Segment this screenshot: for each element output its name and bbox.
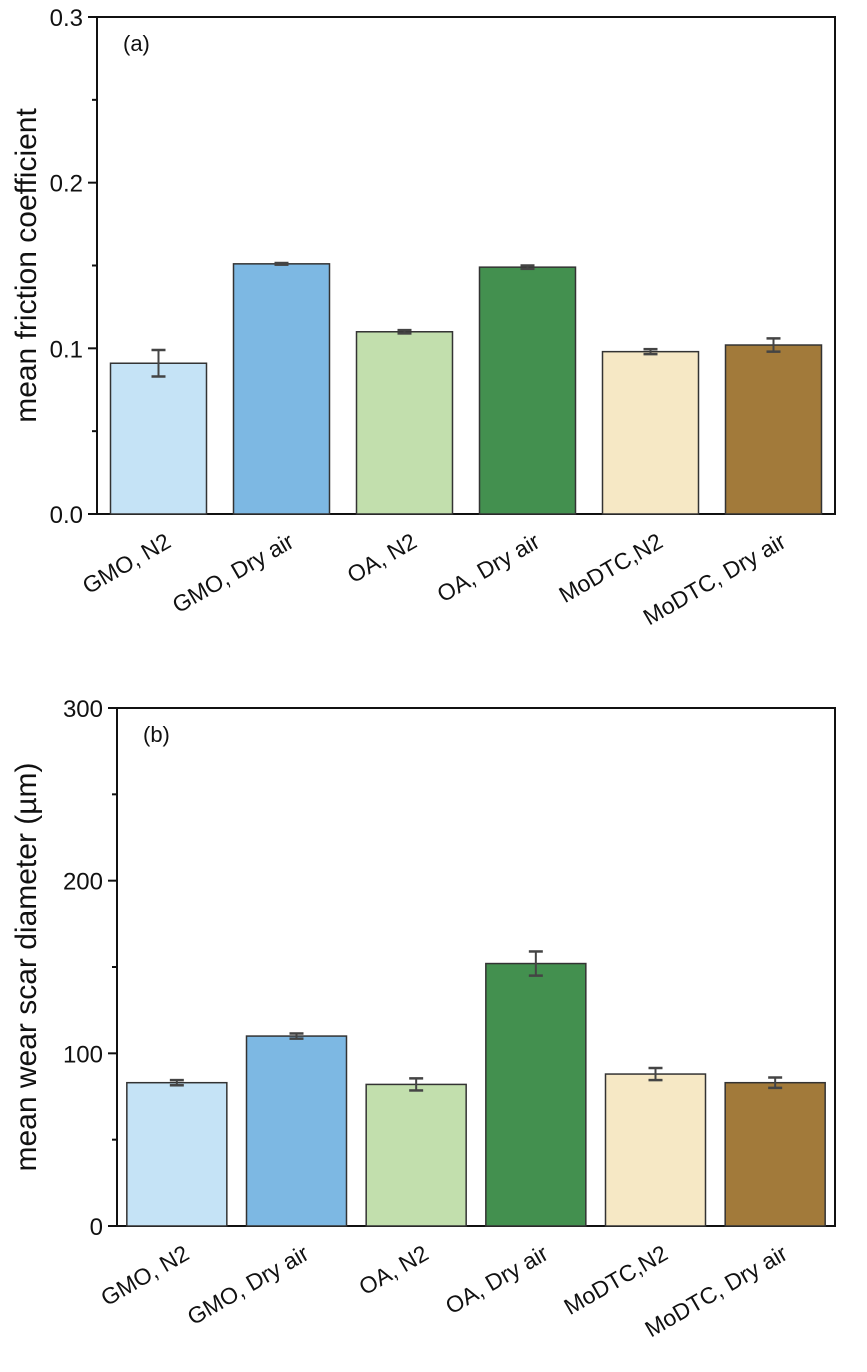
chart-a-friction: 0.0 0.1 0.2 0.3 mean friction coefficient (a)… — [10, 5, 836, 630]
bar — [724, 344, 823, 515]
plot-frame — [96, 16, 836, 515]
x-category-label: OA, Dry air — [441, 1240, 553, 1320]
bar — [485, 962, 587, 1227]
y-tick-label: 200 — [63, 869, 103, 896]
x-category-label: OA, N2 — [354, 1240, 432, 1300]
y-axis-title: mean wear scar diameter (µm) — [10, 762, 43, 1171]
x-category-label: GMO, Dry air — [183, 1240, 314, 1330]
x-category-label: GMO, N2 — [78, 528, 175, 599]
x-category-label: OA, Dry air — [433, 528, 545, 608]
y-tick-label: 0.0 — [50, 502, 83, 529]
bar — [601, 350, 700, 515]
bar — [478, 266, 577, 515]
bar — [232, 263, 331, 515]
panel-label: (b) — [143, 722, 170, 747]
bar — [109, 362, 208, 515]
bar — [355, 331, 454, 515]
x-category-label: MoDTC,N2 — [554, 528, 667, 608]
x-category-label: MoDTC,N2 — [559, 1240, 672, 1320]
y-tick-label: 0.2 — [50, 171, 83, 198]
y-axis-title: mean friction coefficient — [10, 108, 43, 423]
x-category-label: GMO, Dry air — [168, 528, 299, 618]
y-tick-label: 0 — [90, 1214, 103, 1241]
bar — [126, 1081, 228, 1227]
bar — [245, 1035, 348, 1227]
y-tick-label: 100 — [63, 1041, 103, 1068]
bar — [365, 1083, 467, 1227]
x-category-label: GMO, N2 — [96, 1240, 193, 1311]
y-tick-label: 0.3 — [50, 5, 83, 32]
panel-label: (a) — [123, 31, 150, 56]
chart-b-wear-scar: 0 100 200 300 mean wear scar diameter (µm) (b… — [10, 696, 836, 1342]
y-tick-label: 0.1 — [50, 336, 83, 363]
x-category-label: OA, N2 — [343, 528, 421, 588]
bar — [604, 1073, 707, 1227]
bar — [724, 1081, 826, 1227]
y-tick-label: 300 — [63, 696, 103, 723]
